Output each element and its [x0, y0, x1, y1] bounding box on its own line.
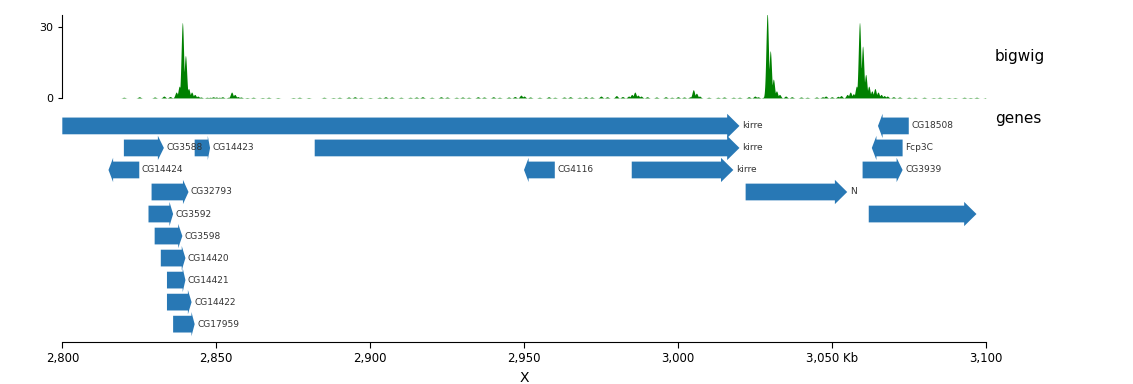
FancyArrow shape [155, 224, 182, 248]
FancyArrow shape [632, 158, 733, 182]
FancyArrow shape [315, 136, 740, 160]
Text: CG18508: CG18508 [911, 121, 953, 131]
FancyArrow shape [152, 180, 188, 204]
FancyArrow shape [167, 268, 186, 292]
Text: kirre: kirre [735, 166, 757, 174]
FancyArrow shape [123, 136, 164, 160]
FancyArrow shape [195, 136, 210, 160]
Text: kirre: kirre [742, 144, 763, 152]
Text: genes: genes [995, 111, 1041, 126]
Text: CG4116: CG4116 [557, 166, 594, 174]
FancyArrow shape [173, 312, 195, 336]
Text: kirre: kirre [742, 121, 763, 131]
FancyArrow shape [62, 114, 740, 138]
Text: N: N [850, 187, 857, 197]
FancyArrow shape [862, 158, 903, 182]
FancyArrow shape [869, 202, 977, 226]
Text: CG14424: CG14424 [142, 166, 184, 174]
Text: CG14423: CG14423 [213, 144, 254, 152]
FancyArrow shape [161, 246, 186, 270]
Text: CG32793: CG32793 [191, 187, 233, 197]
FancyArrow shape [525, 158, 555, 182]
Text: CG3588: CG3588 [167, 144, 203, 152]
FancyArrow shape [878, 114, 909, 138]
FancyArrow shape [109, 158, 139, 182]
FancyArrow shape [746, 180, 847, 204]
FancyArrow shape [871, 136, 903, 160]
Text: CG14422: CG14422 [194, 298, 236, 306]
Text: CG14421: CG14421 [188, 276, 230, 285]
Text: CG14420: CG14420 [188, 253, 230, 263]
Text: bigwig: bigwig [995, 49, 1046, 64]
Text: CG17959: CG17959 [197, 319, 239, 329]
FancyArrow shape [148, 202, 173, 226]
FancyArrow shape [167, 290, 191, 314]
Text: Fcp3C: Fcp3C [905, 144, 932, 152]
Text: CG3939: CG3939 [905, 166, 942, 174]
Text: CG3592: CG3592 [176, 210, 212, 218]
X-axis label: X: X [519, 371, 529, 384]
Text: CG3598: CG3598 [185, 232, 221, 240]
